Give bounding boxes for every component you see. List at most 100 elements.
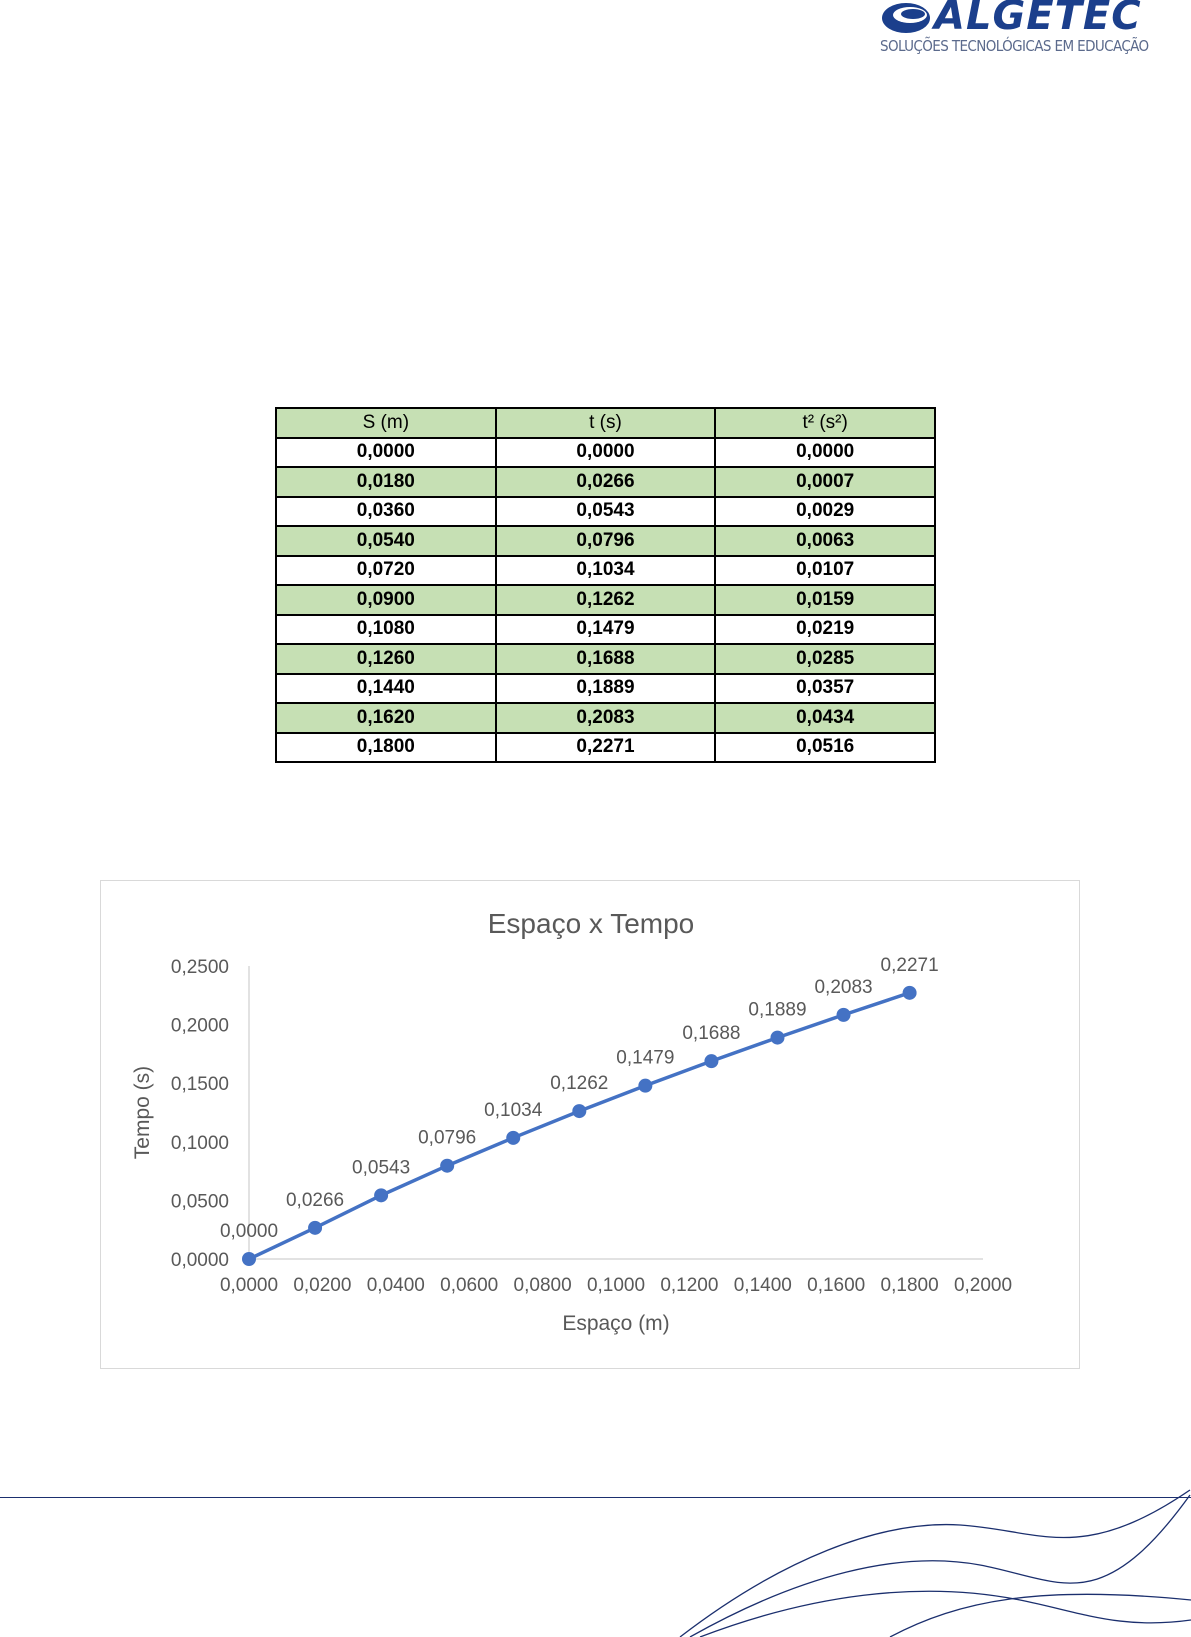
table-cell: 0,0360 <box>275 495 497 527</box>
chart-title: Espaço x Tempo <box>488 908 695 939</box>
table-header-row: S (m) t (s) t² (s²) <box>275 407 936 439</box>
table-cell: 0,1262 <box>494 584 717 616</box>
x-tick-label: 0,0200 <box>293 1275 351 1296</box>
table-cell: 0,0266 <box>494 466 717 498</box>
y-tick-label: 0,1000 <box>171 1133 229 1154</box>
data-point <box>308 1220 323 1235</box>
table-cell: 0,0007 <box>714 466 936 498</box>
table-row: 0,0720 0,1034 0,0107 <box>275 554 936 586</box>
series-line <box>248 991 911 1261</box>
data-point <box>836 1007 851 1022</box>
data-label: 0,0543 <box>352 1157 410 1178</box>
table-cell: 0,0029 <box>714 495 936 527</box>
x-tick-label: 0,0800 <box>514 1275 572 1296</box>
table-row: 0,0000 0,0000 0,0000 <box>275 436 936 468</box>
logo-tagline: SOLUÇÕES TECNOLÓGICAS EM EDUCAÇÃO <box>880 37 1149 55</box>
data-label: 0,1688 <box>682 1023 740 1044</box>
table-cell: 0,0543 <box>494 495 717 527</box>
x-tick-label: 0,1200 <box>660 1275 718 1296</box>
x-tick-label: 0,1600 <box>807 1275 865 1296</box>
table-cell: 0,0159 <box>714 584 936 616</box>
y-tick-label: 0,1500 <box>171 1074 229 1095</box>
logo-emblem-icon <box>882 3 930 33</box>
table-row: 0,1800 0,2271 0,0516 <box>275 731 936 763</box>
data-label: 0,1034 <box>484 1100 543 1121</box>
header-cell-t: t (s) <box>494 407 717 439</box>
table-cell: 0,1034 <box>494 554 717 586</box>
table-cell: 0,2083 <box>494 702 717 734</box>
data-point <box>506 1130 521 1145</box>
footer-swoosh-decoration <box>679 1489 1191 1637</box>
data-label: 0,0266 <box>286 1190 344 1211</box>
table-cell: 0,0180 <box>275 466 497 498</box>
table-cell: 0,1260 <box>275 643 497 675</box>
data-point <box>902 985 917 1000</box>
table-cell: 0,0107 <box>714 554 936 586</box>
data-point <box>572 1104 587 1119</box>
data-point <box>374 1188 389 1203</box>
x-tick-label: 0,0600 <box>440 1275 498 1296</box>
table-row: 0,1620 0,2083 0,0434 <box>275 702 936 734</box>
data-point <box>440 1158 455 1173</box>
x-axis-label: Espaço (m) <box>562 1312 669 1335</box>
table-row: 0,1440 0,1889 0,0357 <box>275 672 936 704</box>
table-cell: 0,0540 <box>275 525 497 557</box>
x-tick-label: 0,1400 <box>734 1275 792 1296</box>
y-axis-label: Tempo (s) <box>131 1066 154 1159</box>
x-tick-label: 0,1800 <box>881 1275 939 1296</box>
table-cell: 0,0000 <box>275 436 497 468</box>
data-label: 0,2083 <box>814 977 872 998</box>
table-cell: 0,1080 <box>275 613 497 645</box>
table-cell: 0,1620 <box>275 702 497 734</box>
data-point <box>242 1252 256 1266</box>
logo-wordmark: ALGETEC <box>934 0 1142 39</box>
table-row: 0,0360 0,0543 0,0029 <box>275 495 936 527</box>
table-cell: 0,2271 <box>494 731 717 763</box>
data-point <box>770 1030 785 1045</box>
algetec-logo: ALGETEC SOLUÇÕES TECNOLÓGICAS EM EDUCAÇÃ… <box>880 0 1149 60</box>
header-cell-t2: t² (s²) <box>714 407 936 439</box>
x-tick-label: 0,2000 <box>954 1275 1012 1296</box>
table-cell: 0,1688 <box>494 643 717 675</box>
table-row: 0,0540 0,0796 0,0063 <box>275 525 936 557</box>
data-label: 0,2271 <box>881 955 939 976</box>
footer-rule <box>0 1497 1191 1498</box>
table-cell: 0,0720 <box>275 554 497 586</box>
table-row: 0,1260 0,1688 0,0285 <box>275 643 936 675</box>
table-row: 0,1080 0,1479 0,0219 <box>275 613 936 645</box>
table-cell: 0,1440 <box>275 672 497 704</box>
y-tick-label: 0,2000 <box>171 1016 229 1037</box>
data-point <box>638 1078 653 1093</box>
y-tick-label: 0,0000 <box>171 1250 229 1271</box>
header-cell-s: S (m) <box>275 407 497 439</box>
table-cell: 0,0285 <box>714 643 936 675</box>
data-label: 0,1262 <box>550 1073 608 1094</box>
table-cell: 0,0900 <box>275 584 497 616</box>
x-tick-label: 0,1000 <box>587 1275 645 1296</box>
data-label: 0,0796 <box>418 1128 476 1149</box>
data-label: 0,0000 <box>220 1221 278 1242</box>
data-label: 0,1479 <box>616 1048 674 1069</box>
table-cell: 0,0000 <box>494 436 717 468</box>
table-cell: 0,0796 <box>494 525 717 557</box>
data-point <box>704 1054 719 1069</box>
table-cell: 0,1479 <box>494 613 717 645</box>
table-cell: 0,0063 <box>714 525 936 557</box>
table-cell: 0,0000 <box>714 436 936 468</box>
line-chart: Espaço x Tempo 0,0000 0,0200 0,0400 0,0600 0,… <box>131 908 1012 1335</box>
x-tick-label: 0,0400 <box>367 1275 425 1296</box>
table-cell: 0,1889 <box>494 672 717 704</box>
x-tick-label: 0,0000 <box>220 1275 278 1296</box>
table-body: 0,0000 0,0000 0,0000 0,0180 0,0266 0,0007 0,03… <box>275 436 936 763</box>
chart-container: Espaço x Tempo 0,0000 0,0200 0,0400 0,0600 0,… <box>100 880 1080 1369</box>
table-row: 0,0900 0,1262 0,0159 <box>275 584 936 616</box>
y-tick-label: 0,0500 <box>171 1191 229 1212</box>
table-cell: 0,0516 <box>714 731 936 763</box>
table-cell: 0,0357 <box>714 672 936 704</box>
data-label: 0,1889 <box>748 1000 806 1021</box>
table-cell: 0,1800 <box>275 731 497 763</box>
data-table: S (m) t (s) t² (s²) 0,0000 0,0000 0,0000 0,… <box>275 407 936 763</box>
table-row: 0,0180 0,0266 0,0007 <box>275 466 936 498</box>
y-tick-label: 0,2500 <box>171 957 229 978</box>
table-cell: 0,0219 <box>714 613 936 645</box>
